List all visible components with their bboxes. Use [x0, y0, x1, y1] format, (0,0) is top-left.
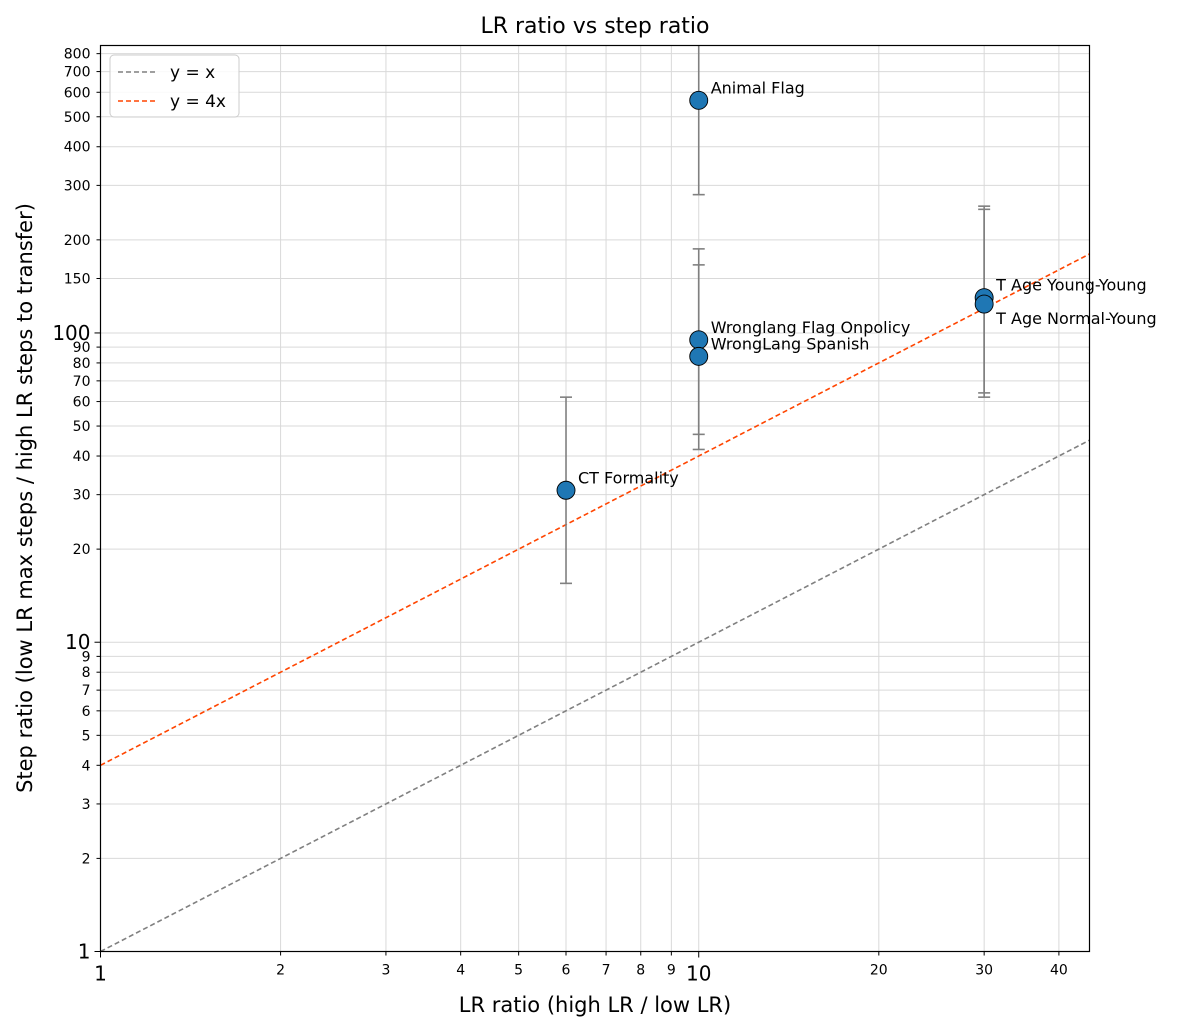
y-tick-label: 400 [64, 140, 91, 156]
y-tick-label: 10 [65, 630, 90, 654]
x-tick-label: 1 [94, 962, 107, 986]
y-tick-label: 500 [64, 110, 91, 126]
x-tick-label: 5 [514, 963, 523, 979]
legend-label: y = x [170, 63, 215, 83]
data-point [689, 330, 709, 350]
y-tick-label: 30 [73, 488, 91, 504]
y-tick-label: 5 [82, 728, 91, 744]
y-tick-label: 4 [82, 758, 91, 774]
y-tick-label: 600 [64, 85, 91, 101]
data-point [689, 90, 709, 110]
y-tick-label: 3 [82, 797, 91, 813]
y-tick-label: 100 [52, 321, 90, 345]
data-point [974, 294, 994, 314]
data-points [556, 90, 994, 500]
point-label: CT Formality [578, 468, 679, 487]
y-tick-label: 80 [73, 356, 91, 372]
x-axis-ticks: 1 2 3 4 5 6 7 8 9 10 20 30 40 [94, 951, 1068, 986]
y-tick-label: 40 [73, 449, 91, 465]
y-tick-label: 20 [73, 542, 91, 558]
y-tick-label: 2 [82, 851, 91, 867]
error-bars [560, 45, 991, 585]
y-tick-label: 60 [73, 395, 91, 411]
x-tick-label: 8 [636, 963, 645, 979]
y-tick-label: 300 [64, 178, 91, 194]
x-tick-label: 9 [667, 963, 676, 979]
x-tick-label: 2 [276, 963, 285, 979]
y-tick-label: 800 [64, 47, 91, 63]
plot-frame [99, 44, 1091, 953]
point-label: Animal Flag [711, 78, 805, 97]
grid [100, 45, 1090, 952]
y-tick-label: 70 [73, 374, 91, 390]
point-label: WrongLang Spanish [711, 334, 870, 353]
y-tick-label: 8 [82, 665, 91, 681]
data-point [689, 346, 709, 366]
legend-label: y = 4x [170, 92, 226, 112]
point-label: Wronglang Flag Onpolicy [711, 318, 911, 337]
chart-title: LR ratio vs step ratio [480, 14, 709, 39]
point-label: T Age Normal-Young [995, 309, 1157, 328]
x-tick-label: 40 [1050, 963, 1068, 979]
x-tick-label: 30 [975, 963, 993, 979]
y-tick-label: 700 [64, 65, 91, 81]
x-tick-label: 10 [686, 962, 711, 986]
x-tick-label: 7 [602, 963, 611, 979]
legend: y = x y = 4x [109, 54, 240, 118]
y-tick-label: 50 [73, 419, 91, 435]
reference-lines [100, 253, 1090, 953]
y-tick-label: 9 [82, 649, 91, 665]
x-tick-label: 3 [381, 963, 390, 979]
data-point [556, 480, 576, 500]
x-tick-label: 20 [870, 963, 888, 979]
y-tick-label: 1 [78, 940, 91, 964]
y-tick-label: 150 [64, 271, 91, 287]
y-tick-label: 200 [64, 233, 91, 249]
reference-line-slope-1 [100, 439, 1090, 953]
point-label: T Age Young-Young [995, 276, 1147, 295]
y-tick-label: 7 [82, 683, 91, 699]
point-labels: Animal Flag Wronglang Flag OnpolicyWrongL… [578, 78, 1157, 487]
x-axis-label: LR ratio (high LR / low LR) [459, 993, 731, 1017]
x-tick-label: 4 [456, 963, 465, 979]
reference-line-slope-4 [100, 253, 1090, 767]
y-tick-label: 90 [73, 340, 91, 356]
y-tick-label: 6 [82, 704, 91, 720]
y-axis-label: Step ratio (low LR max steps / high LR s… [13, 203, 37, 793]
x-tick-label: 6 [562, 963, 571, 979]
